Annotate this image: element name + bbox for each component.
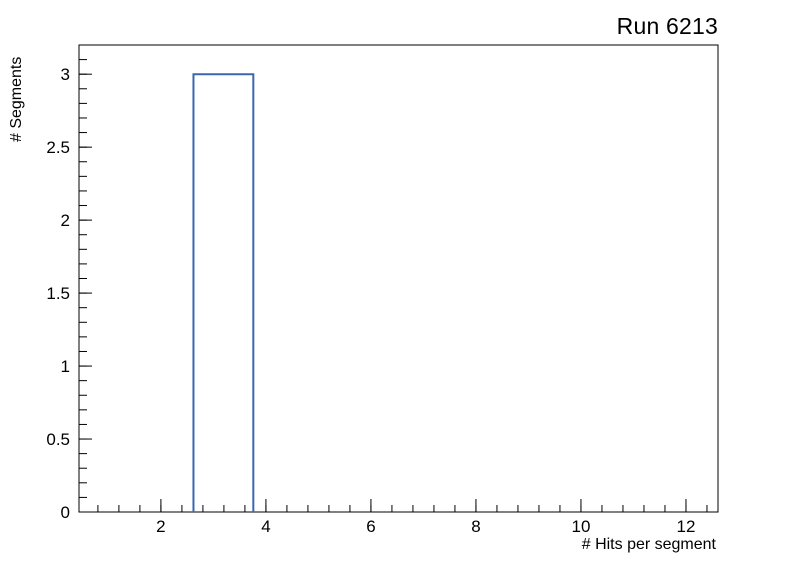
y-tick-label: 2 [61, 211, 70, 230]
y-axis-ticks [79, 44, 92, 513]
histogram-series [192, 73, 255, 512]
y-axis-tick-labels: 0 0.5 1 1.5 2 2.5 3 [46, 65, 70, 522]
y-tick-label: 3 [61, 65, 70, 84]
plot-title: Run 6213 [616, 13, 718, 39]
x-axis-title: # Hits per segment [581, 536, 716, 553]
y-tick-label: 0 [61, 503, 70, 522]
x-tick-label: 12 [677, 517, 696, 536]
y-axis-title: # Segments [8, 56, 25, 142]
y-tick-label: 1 [61, 357, 70, 376]
y-tick-label: 2.5 [46, 138, 70, 157]
x-tick-label: 2 [156, 517, 165, 536]
x-axis-ticks [97, 499, 708, 512]
x-axis-tick-labels: 2 4 6 8 10 12 [156, 517, 695, 536]
plot-frame [78, 44, 719, 513]
x-tick-label: 6 [366, 517, 375, 536]
y-tick-label: 1.5 [46, 284, 70, 303]
x-tick-label: 10 [571, 517, 590, 536]
y-tick-label: 0.5 [46, 430, 70, 449]
x-tick-label: 4 [261, 517, 270, 536]
histogram-bar [192, 73, 255, 512]
x-tick-label: 8 [471, 517, 480, 536]
